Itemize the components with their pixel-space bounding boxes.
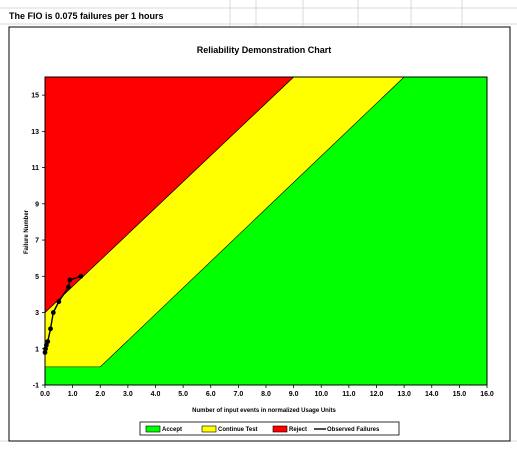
y-tick-label: 11 — [32, 165, 40, 172]
legend-label: Reject — [289, 427, 307, 433]
legend-swatch — [272, 425, 288, 433]
x-tick-label: 3.0 — [123, 391, 133, 398]
chart-title: Reliability Demonstration Chart — [197, 45, 332, 55]
observed-failure-point — [67, 277, 73, 283]
y-tick-label: 15 — [31, 93, 39, 100]
x-tick-label: 9.0 — [289, 391, 299, 398]
observed-failure-point — [42, 349, 48, 355]
fio-header-text: The FIO is 0.075 failures per 1 hours — [9, 11, 164, 21]
x-tick-label: 15.0 — [453, 391, 467, 398]
observed-failure-point — [43, 342, 49, 348]
x-tick-label: 16.0 — [480, 391, 494, 398]
observed-failure-point — [48, 326, 53, 332]
x-tick-label: 4.0 — [151, 391, 161, 398]
observed-failure-point — [66, 284, 71, 290]
y-tick-label: 13 — [31, 129, 39, 136]
y-tick-label: -1 — [33, 383, 39, 390]
x-tick-label: 11.0 — [342, 391, 355, 398]
x-tick-label: 2.0 — [95, 391, 105, 398]
x-tick-label: 7.0 — [234, 391, 244, 398]
y-tick-label: 1 — [35, 346, 39, 353]
x-tick-label: 0.0 — [40, 391, 50, 398]
observed-failure-point — [45, 339, 51, 344]
legend-swatch — [145, 425, 161, 433]
legend-swatch — [201, 425, 217, 433]
x-tick-label: 8.0 — [261, 391, 271, 398]
x-tick-label: 13.0 — [397, 391, 411, 398]
x-axis-label: Number of input events in normalized Usa… — [192, 408, 336, 414]
x-tick-label: 14.0 — [425, 391, 439, 398]
x-tick-label: 5.0 — [178, 391, 188, 398]
legend-label: Accept — [162, 427, 182, 433]
y-tick-label: 3 — [35, 310, 39, 317]
legend-label: Continue Test — [218, 427, 258, 433]
y-tick-label: 9 — [35, 201, 39, 208]
y-axis-label: Failure Number — [24, 209, 30, 254]
plot-area — [42, 76, 488, 386]
x-tick-label: 6.0 — [206, 391, 216, 398]
observed-failure-point — [78, 273, 84, 279]
observed-failure-point — [56, 299, 62, 305]
legend-label: Observed Failures — [327, 427, 380, 433]
observed-failure-point — [43, 346, 48, 352]
x-tick-label: 1.0 — [68, 391, 78, 398]
axis-ticks: 0.0 1.0 2.0 3.0 4.0 5.0 6.0 7.0 8.0 9.0 10.0 11.0 12… — [31, 93, 494, 398]
y-tick-label: 5 — [35, 274, 39, 281]
y-tick-label: 7 — [35, 238, 39, 245]
chart-legend: Accept Continue Test Reject Observed Failur… — [139, 421, 400, 436]
observed-failure-point — [50, 310, 56, 315]
x-tick-label: 10.0 — [314, 391, 328, 398]
x-tick-label: 12.0 — [370, 391, 384, 398]
